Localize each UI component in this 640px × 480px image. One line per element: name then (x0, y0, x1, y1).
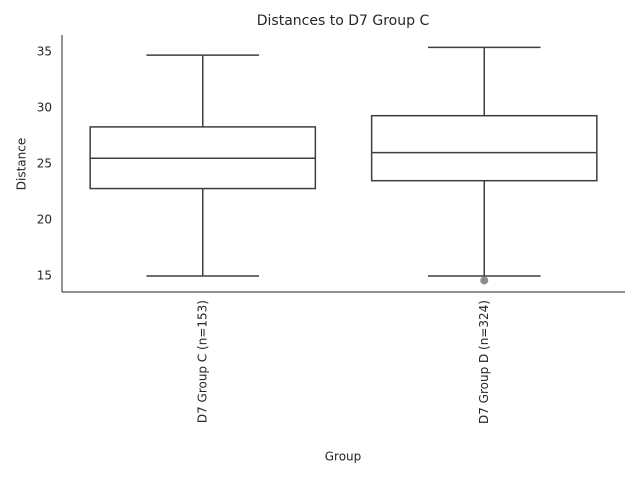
x-tick-label: D7 Group D (n=324) (477, 300, 491, 424)
x-axis-label: Group (325, 450, 362, 464)
flier (480, 276, 489, 285)
box (370, 114, 598, 182)
y-tick-label: 25 (37, 156, 52, 170)
y-tick-label: 15 (37, 268, 52, 282)
y-tick-label: 30 (37, 100, 52, 114)
y-axis-label: Distance (15, 138, 29, 190)
y-tick-label: 35 (37, 44, 52, 58)
y-tick-label: 20 (37, 212, 52, 226)
x-tick-label: D7 Group C (n=153) (195, 300, 209, 423)
chart-title: Distances to D7 Group C (257, 13, 430, 29)
